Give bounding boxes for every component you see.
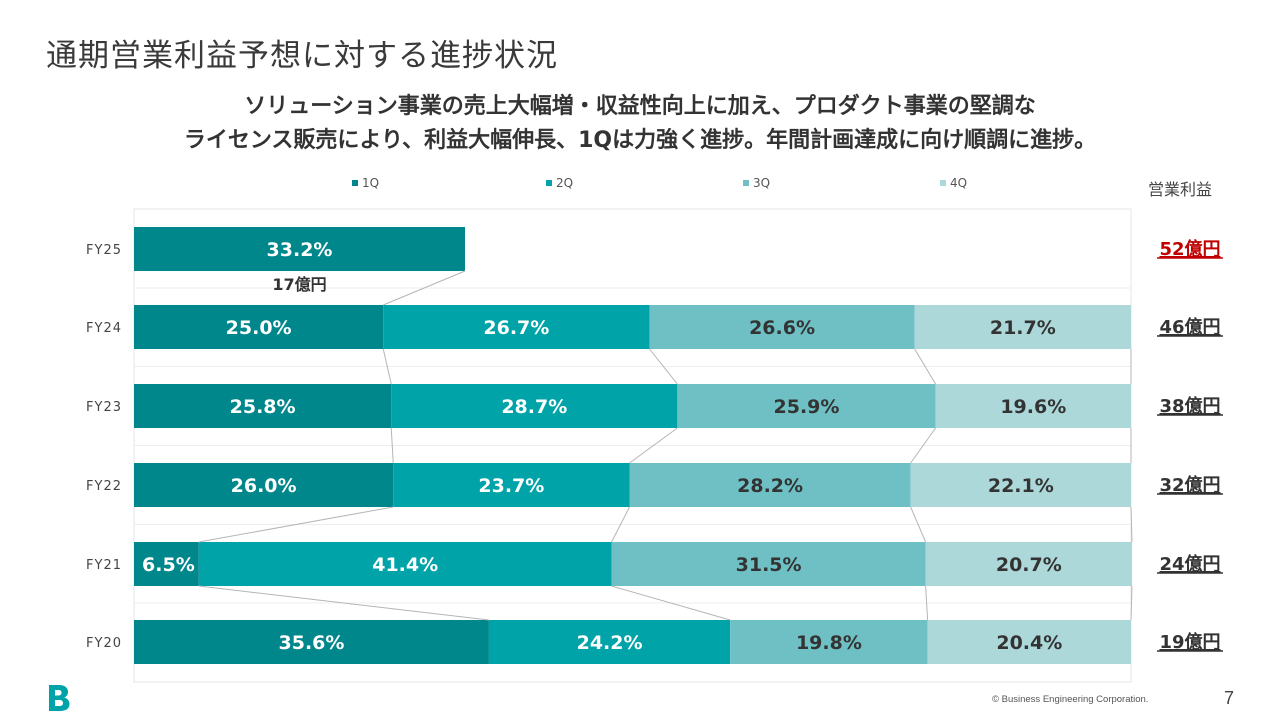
legend-label-q2: 2Q bbox=[556, 176, 574, 190]
bar-fy21-2q bbox=[198, 542, 612, 586]
connector-line bbox=[198, 585, 489, 621]
total-label-fy25: 52億円 bbox=[1159, 238, 1220, 260]
data-label-fy24-4q: 21.7% bbox=[990, 317, 1056, 339]
bar-fy23-4q bbox=[935, 384, 1131, 428]
data-label-fy20-4q: 20.4% bbox=[996, 632, 1062, 654]
total-label-fy24: 46億円 bbox=[1159, 316, 1220, 338]
data-label-fy25-1q: 33.2% bbox=[267, 239, 333, 261]
connector-line bbox=[611, 506, 630, 543]
total-label-fy22: 32億円 bbox=[1159, 474, 1220, 496]
subtitle-line-2: ライセンス販売により、利益大幅伸長、1Qは力強く進捗。年間計画達成に向け順調に進… bbox=[183, 128, 1097, 153]
data-label-fy22-4q: 22.1% bbox=[988, 475, 1054, 497]
data-label-fy22-3q: 28.2% bbox=[737, 475, 803, 497]
bar-fy23-3q bbox=[677, 384, 936, 428]
bar-fy23-1q bbox=[134, 384, 392, 428]
category-label-fy23: FY23 bbox=[86, 400, 122, 415]
connector-line bbox=[611, 585, 731, 621]
data-label-fy22-1q: 26.0% bbox=[231, 475, 297, 497]
data-label-fy24-1q: 25.0% bbox=[226, 317, 292, 339]
bar-fy24-3q bbox=[649, 305, 915, 349]
subtitle-line-1: ソリューション事業の売上大幅増・収益性向上に加え、プロダクト事業の堅調な bbox=[244, 94, 1036, 119]
bar-fy21-1q bbox=[134, 542, 199, 586]
legend-swatch-q1 bbox=[352, 180, 358, 186]
legend-swatch-q3 bbox=[743, 180, 749, 186]
total-label-fy21: 24億円 bbox=[1159, 553, 1220, 575]
data-label-fy23-2q: 28.7% bbox=[501, 396, 567, 418]
connector-line bbox=[383, 270, 466, 306]
bar-fy25-1q bbox=[134, 227, 466, 271]
legend-swatch-q2 bbox=[546, 180, 552, 186]
connector-line bbox=[198, 506, 394, 543]
data-label-fy21-4q: 20.7% bbox=[996, 554, 1062, 576]
connector-line bbox=[1130, 506, 1133, 543]
b-logo-icon bbox=[46, 683, 72, 713]
legend-label-q4: 4Q bbox=[950, 176, 968, 190]
data-label-fy24-2q: 26.7% bbox=[483, 317, 549, 339]
total-label-fy20: 19億円 bbox=[1159, 631, 1220, 653]
page-subtitle: ソリューション事業の売上大幅増・収益性向上に加え、プロダクト事業の堅調な ライセ… bbox=[0, 90, 1280, 158]
bar-fy20-2q bbox=[488, 620, 731, 664]
bar-fy20-1q bbox=[134, 620, 489, 664]
category-label-fy25: FY25 bbox=[86, 243, 122, 258]
category-label-fy24: FY24 bbox=[86, 321, 122, 336]
legend-swatch-q4 bbox=[940, 180, 946, 186]
data-label-fy20-1q: 35.6% bbox=[279, 632, 345, 654]
chart-legend: 1Q 2Q 3Q 4Q bbox=[0, 176, 1280, 192]
legend-label-q1: 1Q bbox=[362, 176, 380, 190]
bar-fy22-2q bbox=[393, 463, 630, 507]
data-label-fy21-1q: 6.5% bbox=[142, 554, 195, 576]
connector-line bbox=[925, 585, 929, 621]
page-number: 7 bbox=[1224, 688, 1235, 708]
data-label-fy23-1q: 25.8% bbox=[230, 396, 296, 418]
connector-line bbox=[629, 427, 678, 464]
data-label-fy23-4q: 19.6% bbox=[1000, 396, 1066, 418]
bar-fy20-3q bbox=[730, 620, 928, 664]
data-label-fy20-3q: 19.8% bbox=[796, 632, 862, 654]
annotation-fy25: 17億円 bbox=[272, 275, 326, 294]
connector-line bbox=[649, 348, 678, 385]
connector-line bbox=[382, 348, 392, 385]
bar-fy22-3q bbox=[629, 463, 911, 507]
connector-line bbox=[1130, 585, 1133, 621]
bar-fy24-4q bbox=[914, 305, 1131, 349]
data-label-fy23-3q: 25.9% bbox=[774, 396, 840, 418]
legend-item-q3: 3Q bbox=[743, 176, 770, 190]
legend-item-q2: 2Q bbox=[546, 176, 573, 190]
bar-fy24-1q bbox=[134, 305, 384, 349]
operating-profit-header: 営業利益 bbox=[1148, 180, 1213, 199]
category-label-fy20: FY20 bbox=[86, 636, 122, 651]
bar-fy22-1q bbox=[134, 463, 394, 507]
connector-line bbox=[390, 427, 394, 464]
data-label-fy21-3q: 31.5% bbox=[736, 554, 802, 576]
bar-fy23-2q bbox=[391, 384, 678, 428]
bar-fy24-2q bbox=[383, 305, 650, 349]
connector-line bbox=[910, 506, 927, 543]
bar-fy21-4q bbox=[925, 542, 1132, 586]
legend-item-q1: 1Q bbox=[352, 176, 379, 190]
page-title: 通期営業利益予想に対する進捗状況 bbox=[46, 38, 558, 74]
legend-label-q3: 3Q bbox=[753, 176, 771, 190]
copyright-text: © Business Engineering Corporation. bbox=[992, 694, 1149, 705]
legend-item-q4: 4Q bbox=[940, 176, 967, 190]
data-label-fy22-2q: 23.7% bbox=[478, 475, 544, 497]
total-label-fy23: 38億円 bbox=[1159, 395, 1220, 417]
connector-line bbox=[914, 348, 937, 385]
bar-fy21-3q bbox=[611, 542, 926, 586]
bar-fy20-4q bbox=[927, 620, 1131, 664]
data-label-fy24-3q: 26.6% bbox=[749, 317, 815, 339]
category-label-fy22: FY22 bbox=[86, 479, 122, 494]
data-label-fy21-2q: 41.4% bbox=[372, 554, 438, 576]
bar-fy22-4q bbox=[910, 463, 1131, 507]
data-label-fy20-2q: 24.2% bbox=[577, 632, 643, 654]
connector-line bbox=[910, 427, 936, 464]
category-label-fy21: FY21 bbox=[86, 558, 122, 573]
